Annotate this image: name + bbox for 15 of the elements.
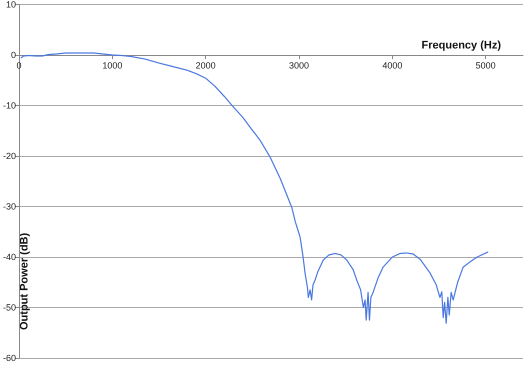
y-tick-label: -50 <box>2 302 16 312</box>
y-tick-label: -60 <box>2 353 16 363</box>
y-tick-label: -10 <box>2 100 16 110</box>
y-tick-label: 0 <box>10 50 16 60</box>
x-tick-label: 4000 <box>382 60 402 71</box>
x-tick-label: 5000 <box>476 60 496 71</box>
y-tick-label: 10 <box>6 0 16 10</box>
x-tick-label: 2000 <box>196 60 216 71</box>
y-tick-label: -40 <box>2 252 16 262</box>
x-tick-label: 3000 <box>288 60 310 71</box>
y-axis-title: Output Power (dB) <box>18 232 31 330</box>
x-tick-label: 1000 <box>102 60 122 71</box>
y-tick-label: -20 <box>2 151 16 161</box>
x-axis-title: Frequency (Hz) <box>422 40 502 52</box>
y-tick-label: -30 <box>2 202 16 212</box>
